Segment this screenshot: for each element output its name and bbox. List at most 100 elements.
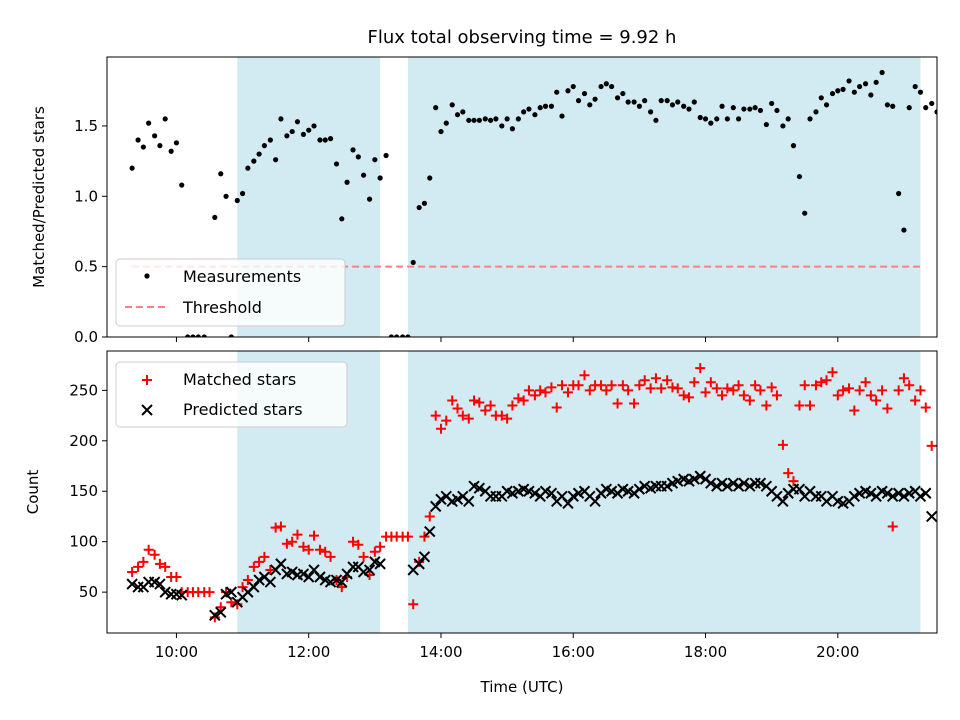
x-tick-label: 18:00: [684, 643, 727, 661]
data-point: [143, 544, 154, 555]
data-point: [322, 137, 328, 143]
data-point: [344, 179, 350, 185]
data-point: [267, 137, 273, 143]
data-point: [642, 98, 648, 104]
axes-frame: [106, 350, 938, 634]
data-point: [221, 587, 232, 598]
data-point: [810, 380, 821, 391]
data-point: [656, 383, 667, 394]
data-point: [766, 382, 777, 393]
data-point: [248, 561, 259, 572]
data-point: [890, 103, 896, 109]
data-point: [761, 400, 772, 411]
data-point: [261, 143, 268, 149]
data-point: [617, 380, 628, 391]
data-point: [940, 118, 945, 123]
data-point: [542, 103, 549, 109]
data-point: [854, 385, 865, 396]
data-point: [752, 105, 758, 111]
bottom-panel: 50 100 150 200 250 10:00 12:00 14:00 16:00 18:00 2…: [24, 350, 938, 661]
legend-box: [115, 258, 346, 327]
data-point: [336, 576, 348, 588]
y-tick-label: 1.0: [74, 187, 98, 205]
legend-label-predicted: Predicted stars: [183, 400, 303, 419]
data-point: [179, 182, 185, 188]
y-tick-label: 50: [79, 583, 98, 601]
data-point: [454, 112, 461, 118]
data-point: [523, 385, 534, 396]
data-point: [565, 88, 571, 94]
data-point: [813, 109, 819, 115]
data-point: [832, 390, 843, 401]
data-point: [658, 98, 664, 104]
data-point: [311, 123, 317, 129]
data-point: [625, 99, 631, 105]
data-point: [835, 88, 841, 94]
data-point: [127, 566, 138, 577]
data-point: [474, 397, 485, 408]
data-point: [865, 390, 876, 401]
data-point: [901, 227, 907, 233]
data-point: [662, 375, 673, 386]
data-point: [695, 363, 706, 374]
data-point: [596, 380, 607, 391]
data-point: [716, 477, 728, 489]
data-point: [601, 385, 612, 396]
data-point: [215, 602, 226, 613]
data-point: [755, 385, 766, 396]
data-point: [146, 120, 152, 126]
data-point: [589, 495, 601, 508]
data-point: [242, 575, 253, 586]
data-point: [848, 490, 861, 502]
data-point: [823, 102, 830, 108]
data-point: [248, 581, 260, 593]
data-point: [697, 114, 703, 121]
data-point: [314, 544, 325, 555]
data-point: [410, 259, 416, 266]
data-point: [270, 522, 281, 533]
data-point: [829, 90, 836, 97]
data-point: [887, 521, 898, 532]
data-point: [562, 387, 573, 398]
data-point: [821, 375, 832, 386]
data-point: [237, 582, 248, 593]
data-point: [914, 490, 927, 502]
data-point: [190, 334, 196, 337]
data-point: [777, 439, 788, 450]
data-point: [705, 377, 716, 388]
data-point: [513, 393, 524, 404]
series-matched-stars: [127, 363, 937, 623]
data-point: [790, 143, 797, 149]
data-point: [664, 98, 670, 104]
legend-marker-measurements: [144, 273, 150, 279]
data-point: [482, 116, 488, 122]
data-point: [575, 98, 582, 104]
data-point: [754, 477, 767, 489]
data-point: [567, 490, 579, 502]
data-point: [447, 395, 458, 406]
y-axis-label: Count: [24, 470, 42, 515]
data-point: [413, 558, 425, 570]
data-point: [185, 334, 191, 337]
data-point: [631, 99, 637, 105]
data-point: [683, 392, 694, 403]
data-point: [320, 546, 331, 557]
data-point: [171, 572, 182, 583]
data-point: [584, 385, 595, 396]
data-point: [361, 172, 367, 178]
data-point: [424, 525, 436, 538]
data-point: [934, 109, 937, 115]
data-point: [314, 571, 326, 583]
data-point: [253, 574, 265, 586]
data-point: [868, 92, 874, 98]
data-point: [738, 390, 749, 401]
data-point: [402, 531, 413, 542]
data-point: [851, 89, 857, 95]
data-point: [929, 100, 935, 107]
data-point: [327, 136, 334, 142]
data-point: [499, 123, 505, 129]
data-point: [865, 487, 877, 499]
data-point: [898, 490, 910, 502]
data-point: [251, 158, 257, 164]
data-point: [783, 468, 794, 479]
